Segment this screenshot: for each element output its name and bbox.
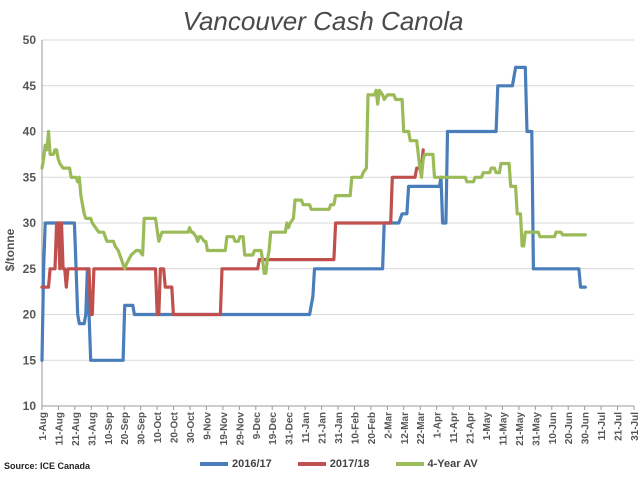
legend-item-4-year-av: 4-Year AV [395, 458, 478, 470]
y-tick-label: 25 [23, 262, 37, 276]
x-tick-label: 11-Aug [54, 412, 65, 445]
x-tick-label: 31-Jul [630, 412, 640, 441]
series-line-2017-18 [40, 148, 425, 317]
y-tick-label: 15 [23, 353, 37, 367]
legend-label-2016-17: 2016/17 [232, 458, 272, 470]
x-tick-label: 9-Dec [252, 412, 263, 440]
legend-swatch-2017-18 [297, 462, 326, 466]
legend-item-2017-18: 2017/18 [297, 458, 370, 470]
x-tick-label: 20-Sep [120, 412, 131, 445]
y-axis-label: $/tonne [3, 228, 17, 271]
y-tick-label: 10 [23, 399, 37, 413]
x-tick-label: 11-Jan [301, 412, 312, 443]
x-tick-label: 30-Sep [137, 412, 148, 445]
x-tick-label: 21-May [515, 412, 526, 446]
x-tick-label: 19-Dec [268, 412, 279, 445]
x-tick-label: 21-Jul [614, 412, 625, 441]
y-tick-label: 40 [23, 125, 37, 139]
legend-swatch-4-year-av [395, 462, 424, 466]
chart-title: Vancouver Cash Canola [183, 6, 464, 36]
x-tick-label: 31-May [531, 412, 542, 446]
legend-swatch-2016-17 [200, 462, 228, 466]
series-line-2016-17 [40, 65, 587, 362]
x-tick-label: 11-Jul [597, 412, 608, 441]
x-tick-label: 21-Jan [318, 412, 329, 444]
x-tick-label: 1-Apr [433, 412, 444, 438]
x-tick-label: 1-Aug [38, 412, 49, 440]
x-axis: 1-Aug 11-Aug 21-Aug 31-Aug 10-Sep 20-Sep 30-Se… [38, 406, 640, 446]
x-tick-label: 22-Mar [416, 412, 427, 444]
y-tick-label: 50 [23, 33, 37, 47]
x-tick-label: 21-Aug [71, 412, 82, 446]
x-tick-label: 31-Dec [285, 412, 296, 445]
source-note: Source: ICE Canada [4, 461, 91, 471]
x-tick-label: 21-Apr [466, 412, 477, 444]
x-tick-label: 1-May [482, 412, 493, 441]
plot-area [40, 65, 587, 362]
x-tick-label: 20-Jun [564, 412, 575, 444]
x-tick-label: 20-Oct [170, 411, 181, 443]
x-tick-label: 11-Apr [449, 412, 460, 443]
series-line-4-year-av [40, 88, 587, 275]
x-tick-label: 10-Oct [153, 411, 164, 443]
x-tick-label: 11-May [498, 412, 509, 446]
legend-label-2017-18: 2017/18 [329, 458, 370, 470]
x-tick-label: 19-Nov [219, 412, 230, 446]
y-tick-label: 45 [23, 79, 37, 93]
x-tick-label: 10-Sep [104, 412, 115, 445]
x-tick-label: 9-Nov [202, 412, 213, 440]
x-tick-label: 31-Aug [87, 412, 98, 446]
legend-label-4-year-av: 4-Year AV [427, 458, 478, 470]
x-tick-label: 31-Jan [334, 412, 345, 444]
x-tick-label: 30-Jun [581, 412, 592, 444]
y-tick-label: 35 [23, 170, 37, 184]
x-tick-label: 12-Mar [400, 412, 411, 444]
legend-item-2016-17: 2016/17 [200, 458, 272, 470]
x-tick-label: 10-Jun [548, 412, 559, 444]
x-tick-label: 30-Oct [186, 411, 197, 443]
legend: 2016/17 2017/18 4-Year AV [200, 458, 478, 470]
y-tick-label: 20 [23, 308, 37, 322]
y-tick-label: 30 [23, 216, 37, 230]
y-axis: 10 15 20 25 30 35 40 45 50 [23, 33, 37, 413]
x-tick-label: 20-Feb [367, 412, 378, 444]
x-tick-label: 10-Feb [350, 412, 361, 444]
x-tick-label: 29-Nov [235, 412, 246, 446]
x-tick-label: 2-Mar [383, 412, 394, 439]
